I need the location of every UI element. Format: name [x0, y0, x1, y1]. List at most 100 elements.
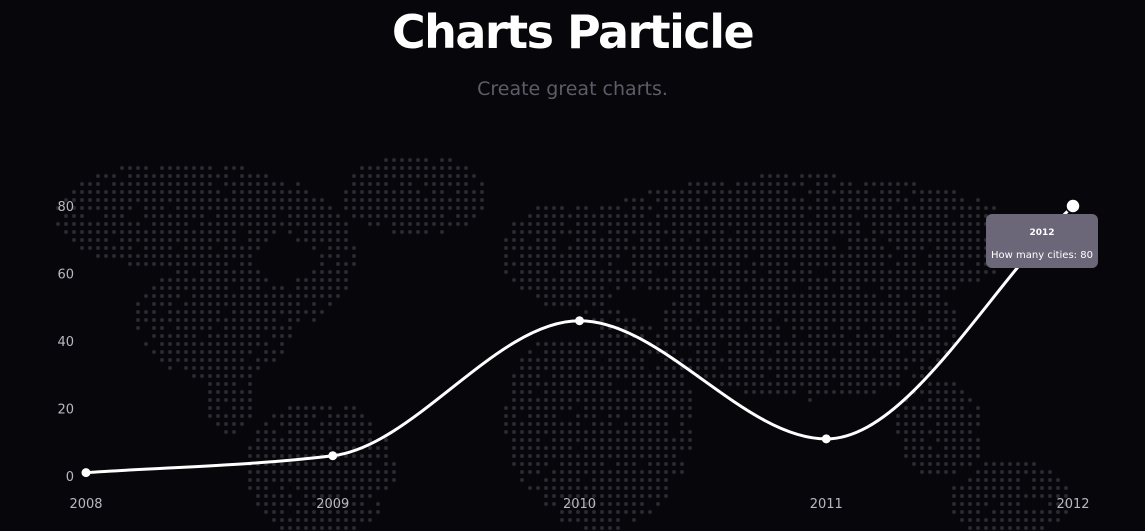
map-dot — [1000, 462, 1004, 466]
map-dot — [664, 454, 668, 458]
map-dot — [896, 214, 900, 218]
map-dot — [664, 246, 668, 250]
map-dot — [672, 390, 676, 394]
map-dot — [232, 366, 236, 370]
map-dot — [816, 174, 820, 178]
map-dot — [584, 358, 588, 362]
map-dot — [880, 310, 884, 314]
map-dot — [264, 278, 268, 282]
map-dot — [856, 326, 860, 330]
map-dot — [632, 358, 636, 362]
map-dot — [192, 374, 196, 378]
map-dot — [928, 262, 932, 266]
map-dot — [560, 382, 564, 386]
map-dot — [192, 166, 196, 170]
map-dot — [280, 470, 284, 474]
map-dot — [656, 406, 660, 410]
map-dot — [224, 198, 228, 202]
data-point[interactable] — [81, 468, 91, 478]
map-dot — [672, 230, 676, 234]
map-dot — [344, 270, 348, 274]
data-point-active[interactable] — [1065, 198, 1081, 214]
map-dot — [928, 446, 932, 450]
map-dot — [648, 510, 652, 514]
map-dot — [288, 414, 292, 418]
data-point[interactable] — [821, 434, 831, 444]
map-dot — [352, 454, 356, 458]
map-dot — [184, 326, 188, 330]
map-dot — [992, 478, 996, 482]
map-dot — [328, 414, 332, 418]
map-dot — [424, 222, 428, 226]
map-dot — [288, 438, 292, 442]
map-dot — [576, 382, 580, 386]
map-dot — [720, 262, 724, 266]
map-dot — [128, 254, 132, 258]
map-dot — [744, 374, 748, 378]
map-dot — [216, 342, 220, 346]
map-dot — [456, 190, 460, 194]
map-dot — [968, 502, 972, 506]
map-dot — [1000, 478, 1004, 482]
data-point[interactable] — [328, 451, 338, 461]
map-dot — [928, 334, 932, 338]
map-dot — [904, 198, 908, 202]
map-dot — [728, 374, 732, 378]
map-dot — [600, 254, 604, 258]
map-dot — [824, 318, 828, 322]
map-dot — [800, 222, 804, 226]
map-dot — [744, 222, 748, 226]
map-dot — [816, 294, 820, 298]
map-dot — [288, 526, 292, 530]
map-dot — [192, 326, 196, 330]
map-dot — [824, 214, 828, 218]
map-dot — [120, 254, 124, 258]
map-dot — [248, 206, 252, 210]
map-dot — [736, 366, 740, 370]
map-dot — [240, 310, 244, 314]
data-point[interactable] — [575, 316, 584, 326]
map-dot — [280, 334, 284, 338]
map-dot — [176, 254, 180, 258]
map-dot — [184, 198, 188, 202]
map-dot — [800, 382, 804, 386]
map-dot — [952, 246, 956, 250]
map-dot — [888, 382, 892, 386]
map-dot — [512, 374, 516, 378]
map-dot — [944, 326, 948, 330]
map-dot — [312, 446, 316, 450]
map-dot — [576, 278, 580, 282]
map-dot — [680, 254, 684, 258]
map-dot — [184, 350, 188, 354]
map-dot — [584, 526, 588, 530]
map-dot — [160, 206, 164, 210]
map-dot — [536, 342, 540, 346]
map-dot — [256, 454, 260, 458]
map-dot — [928, 214, 932, 218]
map-dot — [200, 278, 204, 282]
map-dot — [256, 438, 260, 442]
map-dot — [752, 382, 756, 386]
map-dot — [312, 470, 316, 474]
map-dot — [752, 278, 756, 282]
map-dot — [848, 350, 852, 354]
map-dot — [872, 222, 876, 226]
map-dot — [592, 518, 596, 522]
map-dot — [128, 190, 132, 194]
map-dot — [552, 438, 556, 442]
map-dot — [640, 406, 644, 410]
map-dot — [280, 462, 284, 466]
map-dot — [728, 278, 732, 282]
map-dot — [624, 334, 628, 338]
map-dot — [376, 486, 380, 490]
map-dot — [408, 214, 412, 218]
map-dot — [568, 502, 572, 506]
map-dot — [640, 486, 644, 490]
map-dot — [584, 494, 588, 498]
map-dot — [904, 230, 908, 234]
map-dot — [944, 222, 948, 226]
map-dot — [272, 206, 276, 210]
map-dot — [296, 278, 300, 282]
map-dot — [736, 230, 740, 234]
map-dot — [616, 526, 620, 530]
